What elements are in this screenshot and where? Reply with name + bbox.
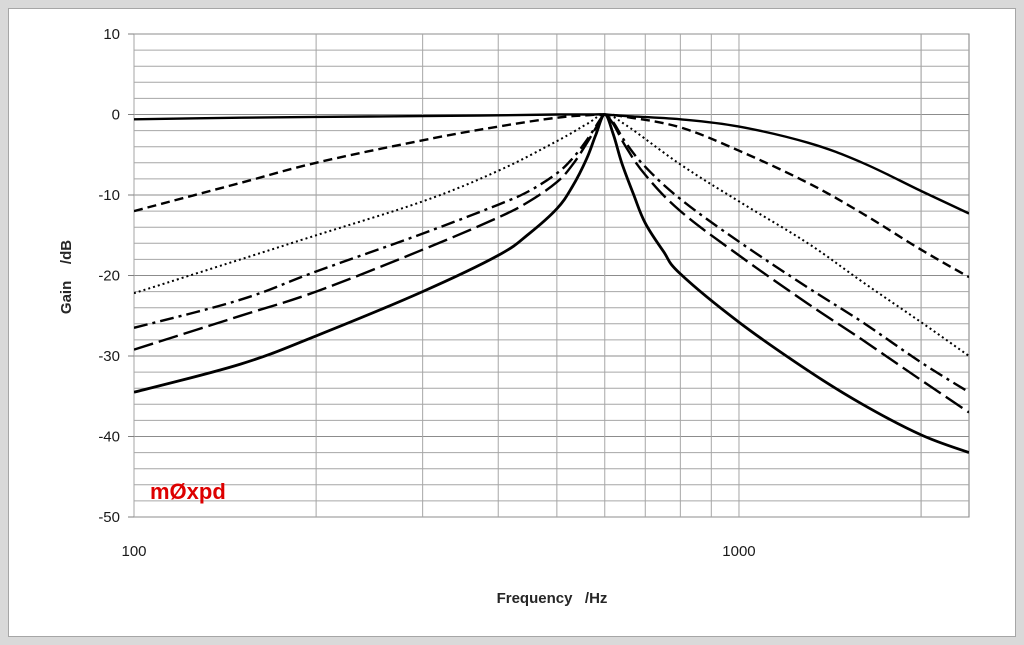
y-tick-label: -20	[98, 268, 120, 285]
y-tick-label: -40	[98, 429, 120, 446]
y-tick-label: -30	[98, 348, 120, 365]
y-tick-label: -10	[98, 187, 120, 204]
grid	[128, 33, 970, 518]
x-tick-label: 100	[121, 543, 146, 560]
x-tick-labels: 100 1000	[121, 543, 755, 560]
y-axis-title: Gain /dB	[58, 240, 75, 314]
chart-frame: 10 0 -10 -20 -30 -40 -50 100 1000 Frequency /Hz…	[8, 8, 1016, 637]
y-tick-labels: 10 0 -10 -20 -30 -40 -50	[98, 26, 120, 526]
y-tick-label: -50	[98, 509, 120, 526]
series-group	[134, 113, 969, 454]
series-line-3-dotted	[134, 113, 969, 357]
series-line-6-solid-heavy	[134, 113, 969, 454]
watermark-text: mØxpd	[150, 479, 226, 504]
x-tick-label: 1000	[722, 543, 755, 560]
gain-frequency-chart: 100-10-20-30-40-50 100 1000 Frequency /Hz…	[58, 26, 970, 607]
y-tick-label: 10	[103, 26, 120, 43]
x-axis-title: Frequency /Hz	[497, 590, 608, 607]
y-tick-label: 0	[112, 107, 120, 124]
